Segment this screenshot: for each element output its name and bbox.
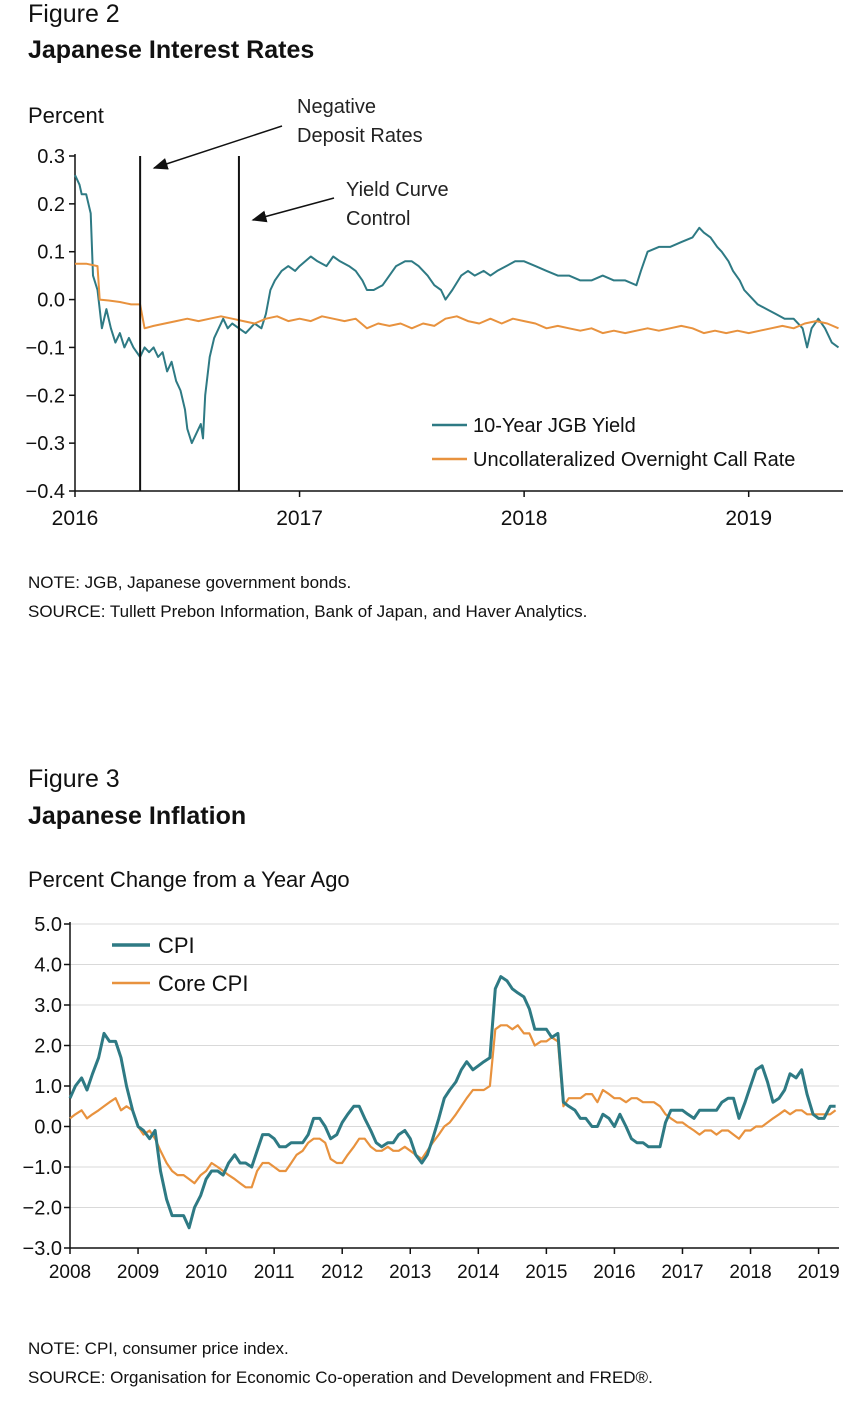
figure2-unit-label: Percent [28,103,104,128]
legend-label: 10-Year JGB Yield [473,415,636,437]
x-tick-label: 2012 [321,1262,363,1283]
x-tick-label: 2017 [661,1262,703,1283]
figure3-title: Japanese Inflation [28,802,247,830]
figure2-label: Figure 2 [28,0,120,28]
x-tick-label: 2008 [49,1262,91,1283]
x-tick-label: 2019 [725,507,772,530]
yield-curve-control-arrow [251,197,335,223]
legend-label: Core CPI [158,971,248,996]
x-tick-label: 2013 [389,1262,431,1283]
x-tick-label: 2018 [501,507,548,530]
y-tick-label: −3.0 [23,1238,62,1260]
y-tick-label: 5.0 [34,914,62,936]
x-tick-label: 2018 [729,1262,771,1283]
legend-label: CPI [158,933,195,958]
annotation-yield-curve-label: Yield Curve [346,179,449,201]
x-tick-label: 2016 [593,1262,635,1283]
y-tick-label: 0.3 [37,146,65,168]
y-tick-label: −1.0 [23,1157,62,1179]
x-tick-label: 2009 [117,1262,159,1283]
annotation-negative-label: Negative [297,96,376,118]
y-tick-label: −0.2 [26,385,65,407]
y-tick-label: 0.0 [34,1117,62,1139]
y-tick-label: 1.0 [34,1076,62,1098]
figure3-note: NOTE: CPI, consumer price index. [28,1339,289,1358]
y-tick-label: −0.4 [26,481,65,503]
figure3-source: SOURCE: Organisation for Economic Co-ope… [28,1368,653,1387]
y-tick-label: 0.1 [37,242,65,264]
figure3-unit-label: Percent Change from a Year Ago [28,867,350,892]
figure3-label: Figure 3 [28,765,120,793]
core-cpi-line [69,1024,837,1189]
y-tick-label: 3.0 [34,995,62,1017]
y-tick-label: 0.2 [37,194,65,216]
y-tick-label: −0.1 [26,337,65,359]
negative-deposit-rates-arrow [152,125,283,170]
y-tick-label: 4.0 [34,955,62,977]
interest-rates-chart: 0.3 0.2 0.1 0.0 −0.1 −0.2 −0.3 −0.4 2016 2017 2018… [26,96,843,530]
x-tick-label: 2016 [52,507,99,530]
y-tick-label: −2.0 [23,1198,62,1220]
x-tick-label: 2019 [797,1262,839,1283]
figure2-title: Japanese Interest Rates [28,36,315,64]
y-tick-label: 0.0 [37,290,65,312]
x-tick-label: 2015 [525,1262,567,1283]
jgb-yield-line [74,174,840,445]
x-tick-label: 2011 [254,1262,295,1283]
y-tick-label: 2.0 [34,1036,62,1058]
annotation-deposit-rates-label: Deposit Rates [297,125,423,147]
y-tick-label: −0.3 [26,433,65,455]
x-tick-label: 2017 [276,507,323,530]
x-tick-label: 2014 [457,1262,500,1283]
figure2-note: NOTE: JGB, Japanese government bonds. [28,573,352,592]
cpi-line [68,975,836,1230]
annotation-control-label: Control [346,208,410,230]
call-rate-line [75,262,839,335]
x-tick-label: 2010 [185,1262,227,1283]
figure2-source: SOURCE: Tullett Prebon Information, Bank… [28,602,588,621]
legend-label: Uncollateralized Overnight Call Rate [473,449,795,471]
